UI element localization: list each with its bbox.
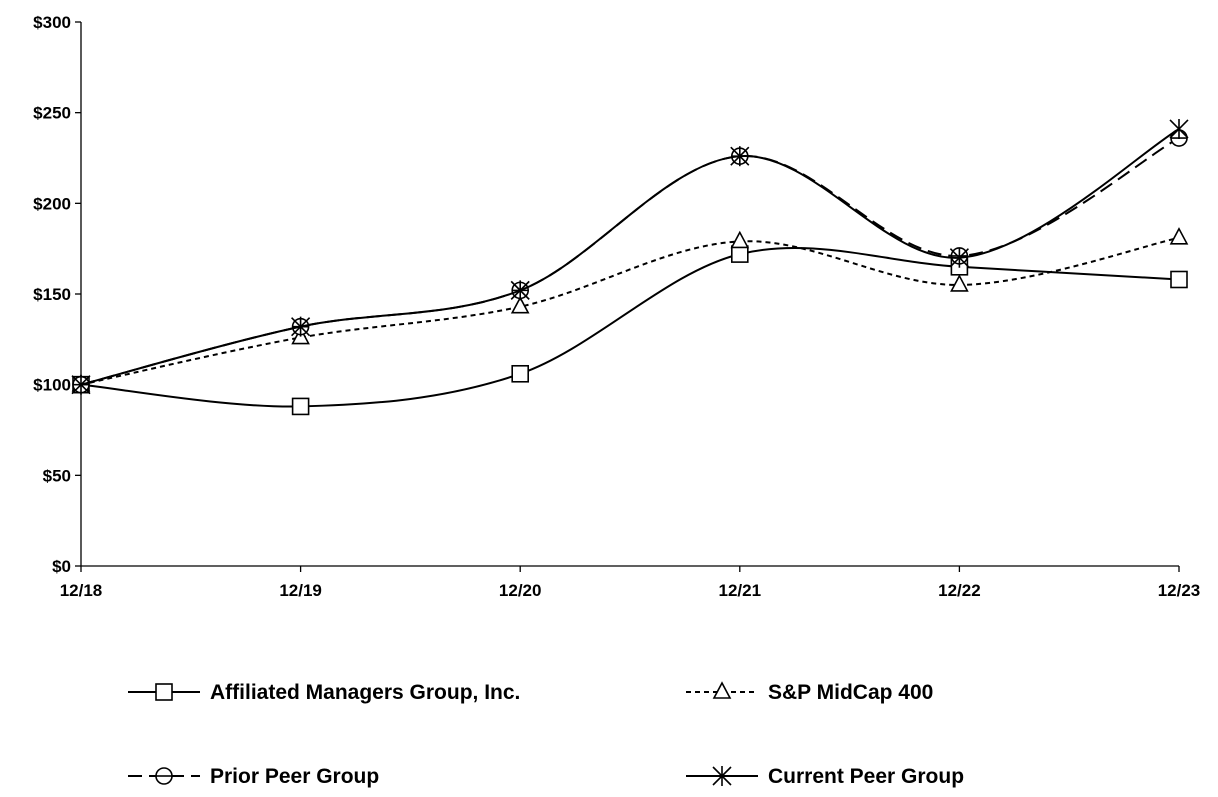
legend-marker [155,683,173,701]
series-line [80,236,1180,386]
x-tick-label: 12/22 [938,581,981,600]
legend-marker [712,681,732,699]
series-circle [72,129,1188,394]
axes [80,22,1179,567]
y-tick-label: $50 [43,466,71,485]
x-tick-label: 12/21 [719,581,762,600]
data-point-marker [730,245,749,263]
legend-label: S&P MidCap 400 [768,681,933,704]
x-tick-label: 12/23 [1158,581,1201,600]
y-tick-label: $200 [33,194,71,213]
data-point-marker [1169,227,1189,245]
x-tick-label: 12/19 [279,581,322,600]
legend-marker [155,767,173,785]
series-line [80,128,1180,386]
data-point-marker [730,146,750,167]
legend: Affiliated Managers Group, Inc. S&P MidCa… [128,681,964,788]
data-point-marker [510,295,530,314]
x-tick-label: 12/18 [60,581,103,600]
legend-marker [712,766,732,786]
data-point-marker [510,280,530,301]
y-tick-label: $100 [33,376,71,395]
legend-item: Current Peer Group [686,765,964,788]
y-tick-label: $0 [52,557,71,576]
data-point-marker [71,374,91,395]
series-star [71,118,1189,395]
legend-item: Prior Peer Group [128,765,379,788]
legend-label: Current Peer Group [768,765,964,788]
series-line [80,137,1180,386]
data-point-marker [1170,270,1188,289]
data-point-marker [1169,118,1189,139]
x-tick-label: 12/20 [499,581,542,600]
y-tick-label: $250 [33,104,71,123]
data-point-marker [730,230,750,249]
data-point-marker [511,364,530,383]
series-square [72,245,1188,416]
data-point-marker [949,247,969,268]
data-point-marker [291,316,311,337]
legend-item: Affiliated Managers Group, Inc. [128,681,520,704]
legend-label: Prior Peer Group [210,765,379,788]
y-tick-label: $150 [33,285,71,304]
data-point-marker [950,274,969,292]
y-tick-label: $300 [33,13,71,32]
series-layer [71,118,1189,416]
series-line [80,246,1180,408]
x-axis-ticks: 12/18 12/19 12/20 12/21 12/22 12/23 [60,566,1201,600]
legend-item: S&P MidCap 400 [686,681,933,704]
y-axis-ticks: $0 $50 $100 $150 $200 $250 $300 [33,13,81,576]
series-triangle [71,227,1189,392]
data-point-marker [291,397,310,416]
legend-label: Affiliated Managers Group, Inc. [210,681,520,704]
